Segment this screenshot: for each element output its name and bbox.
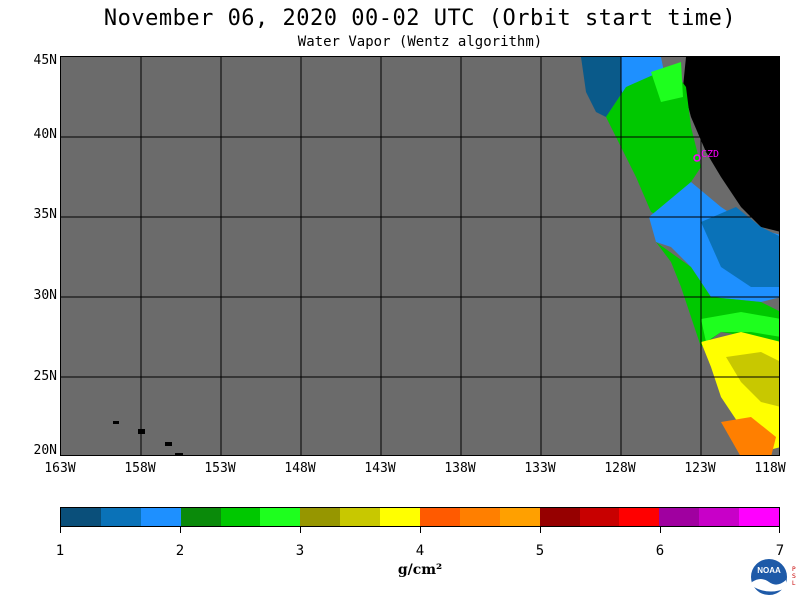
color-scale-label: 2 xyxy=(175,543,185,559)
map-canvas: CZD xyxy=(61,57,779,455)
swath-dark-blue-band xyxy=(701,207,779,287)
map-title: November 06, 2020 00-02 UTC (Orbit start… xyxy=(103,6,737,31)
color-scale-tick xyxy=(300,527,301,533)
color-scale-swatch xyxy=(300,508,341,526)
czd-station-marker xyxy=(693,154,701,162)
lat-label-40n: 40N xyxy=(33,127,57,142)
lon-label-158w: 158W xyxy=(124,461,156,476)
color-scale-label: 7 xyxy=(775,543,785,559)
color-scale-label: 4 xyxy=(415,543,425,559)
swath-green-north xyxy=(606,67,701,217)
color-scale-tick xyxy=(420,527,421,533)
color-scale-tick xyxy=(660,527,661,533)
swath-lightgreen-south xyxy=(701,312,779,342)
color-scale-swatch xyxy=(459,508,500,526)
color-scale-swatch xyxy=(61,508,101,526)
north-america-land xyxy=(683,57,779,232)
hawaiian-islands xyxy=(113,421,183,455)
color-scale-swatch xyxy=(739,508,780,526)
psl-letters: P S L xyxy=(792,566,796,587)
map-grid xyxy=(61,57,779,455)
color-scale-swatch xyxy=(420,508,460,526)
color-scale-swatch xyxy=(260,508,301,526)
svg-text:NOAA: NOAA xyxy=(757,566,781,575)
color-scale-label: 5 xyxy=(535,543,545,559)
map-subtitle: Water Vapor (Wentz algorithm) xyxy=(297,34,543,50)
lat-label-45n: 45N xyxy=(33,53,57,68)
color-scale-swatch xyxy=(579,508,620,526)
lon-label-148w: 148W xyxy=(284,461,316,476)
color-scale-swatch xyxy=(100,508,141,526)
color-scale-swatch xyxy=(140,508,181,526)
water-vapor-map: CZD xyxy=(60,56,780,456)
color-scale-tick xyxy=(540,527,541,533)
lon-label-118w: 118W xyxy=(754,461,786,476)
lat-label-35n: 35N xyxy=(33,207,57,222)
color-scale-swatch xyxy=(499,508,540,526)
lat-label-20n: 20N xyxy=(33,443,57,458)
color-scale-label: 6 xyxy=(655,543,665,559)
color-scale-swatch xyxy=(340,508,381,526)
color-scale-swatch xyxy=(220,508,261,526)
color-scale-label: 1 xyxy=(55,543,65,559)
swath-orange xyxy=(721,417,776,455)
color-scale-tick xyxy=(779,527,780,533)
lon-label-128w: 128W xyxy=(604,461,636,476)
color-scale-tick xyxy=(60,527,61,533)
color-scale-units: g/cm² xyxy=(397,562,443,578)
swath-north-dark-blue xyxy=(581,57,626,117)
color-scale-bar xyxy=(60,507,780,527)
lat-label-30n: 30N xyxy=(33,288,57,303)
lon-label-138w: 138W xyxy=(444,461,476,476)
color-scale-swatch xyxy=(539,508,580,526)
swath-lightgreen-patch xyxy=(651,62,683,102)
lon-label-143w: 143W xyxy=(364,461,396,476)
lon-label-123w: 123W xyxy=(684,461,716,476)
color-scale-tick xyxy=(180,527,181,533)
noaa-logo-icon: NOAA xyxy=(749,557,789,597)
czd-station-label: CZD xyxy=(701,149,719,160)
swath-olive xyxy=(726,352,779,407)
lon-label-163w: 163W xyxy=(44,461,76,476)
color-scale-label: 3 xyxy=(295,543,305,559)
lon-label-133w: 133W xyxy=(524,461,556,476)
color-scale-swatch xyxy=(380,508,421,526)
lon-label-153w: 153W xyxy=(204,461,236,476)
color-scale-swatch xyxy=(659,508,700,526)
lat-label-25n: 25N xyxy=(33,369,57,384)
color-scale-swatch xyxy=(699,508,740,526)
color-scale-swatch xyxy=(619,508,660,526)
color-scale-swatch xyxy=(180,508,221,526)
